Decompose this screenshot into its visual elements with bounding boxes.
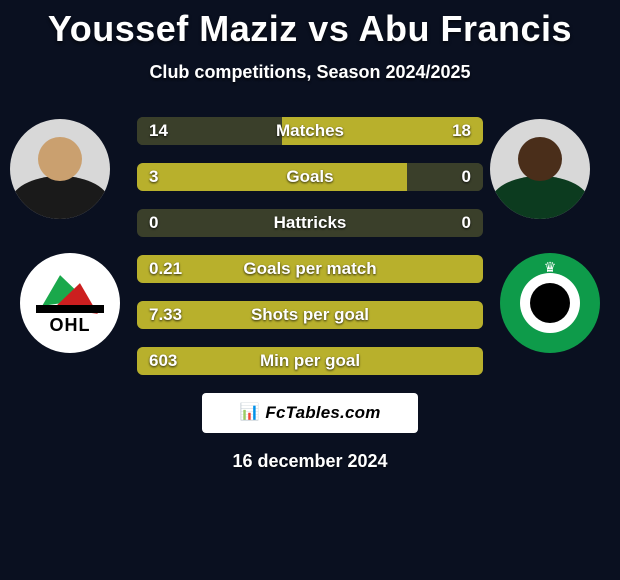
stat-label: Hattricks [137, 213, 483, 233]
page-title: Youssef Maziz vs Abu Francis [0, 0, 620, 50]
comparison-stage: OHL ♛ 1418Matches 30Goals 00Hattricks 0.21G… [0, 111, 620, 375]
stat-label: Goals per match [137, 259, 483, 279]
stat-label: Min per goal [137, 351, 483, 371]
avatar-body [490, 176, 590, 219]
source-label: FcTables.com [265, 403, 380, 423]
stat-row: 603Min per goal [137, 347, 483, 375]
date-label: 16 december 2024 [0, 451, 620, 472]
stat-label: Goals [137, 167, 483, 187]
stat-row: 7.33Shots per goal [137, 301, 483, 329]
person-silhouette [490, 119, 590, 219]
chart-icon: 📊 [239, 405, 259, 421]
club-left-label: OHL [20, 315, 120, 336]
player-left-avatar [10, 119, 110, 219]
avatar-body [10, 176, 110, 219]
stat-row: 30Goals [137, 163, 483, 191]
avatar-head [38, 137, 82, 181]
player-right-avatar [490, 119, 590, 219]
club-right-badge: ♛ [500, 253, 600, 353]
stat-bars: 1418Matches 30Goals 00Hattricks 0.21Goals p… [137, 111, 483, 375]
stat-row: 1418Matches [137, 117, 483, 145]
subtitle: Club competitions, Season 2024/2025 [0, 62, 620, 83]
cercle-logo: ♛ [500, 253, 600, 353]
source-badge: 📊 FcTables.com [202, 393, 418, 433]
stat-row: 00Hattricks [137, 209, 483, 237]
avatar-head [518, 137, 562, 181]
stat-label: Shots per goal [137, 305, 483, 325]
person-silhouette [10, 119, 110, 219]
stat-row: 0.21Goals per match [137, 255, 483, 283]
club-left-badge: OHL [20, 253, 120, 353]
stat-label: Matches [137, 121, 483, 141]
ohl-logo: OHL [20, 253, 120, 353]
